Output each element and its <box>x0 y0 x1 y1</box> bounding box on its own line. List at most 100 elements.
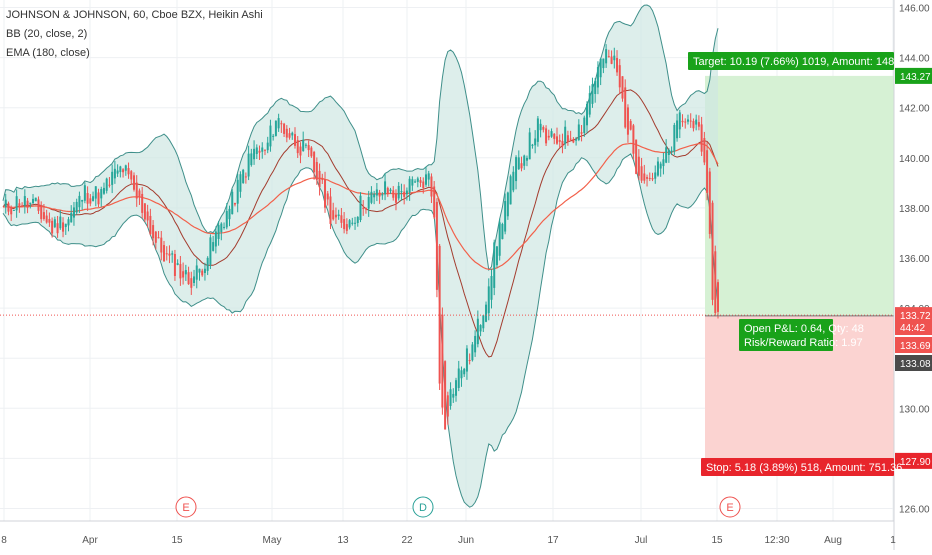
candle-body <box>430 176 433 197</box>
candle-body <box>364 207 367 210</box>
candle-body <box>122 169 125 173</box>
candle-body <box>482 315 485 329</box>
candle-body <box>528 132 531 160</box>
time-axis-tick: 12:30 <box>764 535 789 546</box>
event-marker-label: E <box>726 502 733 514</box>
candle-body <box>389 189 392 192</box>
candle-body <box>127 168 130 175</box>
candle-body <box>163 245 166 262</box>
candle-body <box>438 245 441 384</box>
candle-body <box>564 126 567 144</box>
candle-body <box>586 103 589 126</box>
candle-body <box>624 87 627 128</box>
candle-body <box>596 67 599 88</box>
candle-body <box>354 222 357 224</box>
candle-body <box>708 171 711 234</box>
time-axis-tick: Jul <box>635 535 648 546</box>
candle-body <box>403 191 406 197</box>
candle-body <box>313 151 316 173</box>
candle-body <box>233 202 236 205</box>
candle-body <box>203 268 206 274</box>
candle-body <box>184 270 187 275</box>
candle-body <box>635 139 638 174</box>
candle-body <box>594 80 597 95</box>
chart-title[interactable]: JOHNSON & JOHNSON, 60, Cboe BZX, Heikin … <box>6 9 263 21</box>
candle-body <box>684 121 687 123</box>
candle-body <box>182 271 185 278</box>
candle-body <box>171 253 174 255</box>
indicator-ema-label[interactable]: EMA (180, close) <box>6 47 90 59</box>
candle-body <box>665 147 668 163</box>
candle-body <box>154 231 157 243</box>
candle-body <box>157 237 160 239</box>
candle-body <box>547 135 550 138</box>
candle-body <box>591 84 594 104</box>
indicator-bb-label[interactable]: BB (20, close, 2) <box>6 28 88 40</box>
candle-body <box>602 58 605 69</box>
candle-body <box>340 215 343 223</box>
candle-body <box>670 150 673 153</box>
candle-body <box>613 55 616 61</box>
candle-body <box>534 138 537 146</box>
candle-body <box>81 199 84 202</box>
candle-body <box>263 149 266 151</box>
candle-body <box>539 123 542 131</box>
candle-body <box>700 124 703 152</box>
event-marker-dividend <box>412 496 434 518</box>
candle-body <box>588 93 591 115</box>
candle-body <box>168 253 171 256</box>
time-axis-tick: 13 <box>337 535 349 546</box>
candle-body <box>138 190 141 198</box>
candle-body <box>345 224 348 231</box>
candle-body <box>561 140 564 147</box>
candle-body <box>315 162 318 180</box>
candle-body <box>419 180 422 183</box>
candle-body <box>206 257 209 271</box>
stop-price-label: 127.90 <box>900 457 931 468</box>
candle-body <box>703 138 706 163</box>
candle-body <box>307 145 310 151</box>
candle-body <box>37 199 40 211</box>
candle-body <box>302 139 305 152</box>
candle-body <box>324 179 327 208</box>
event-marker-earnings <box>175 496 197 518</box>
candle-body <box>228 208 231 220</box>
price-axis-tick: 146.00 <box>899 4 930 15</box>
price-axis-tick: 142.00 <box>899 104 930 115</box>
candle-body <box>659 163 662 169</box>
candle-body <box>72 207 75 218</box>
candle-body <box>111 171 114 185</box>
entry-price-label-2: 133.08 <box>900 359 931 370</box>
price-axis-tick: 126.00 <box>899 504 930 515</box>
candle-body <box>607 56 610 58</box>
candle-body <box>512 171 515 191</box>
entry-price-label-bg <box>895 337 932 353</box>
candle-body <box>392 190 395 198</box>
candle-body <box>717 282 719 312</box>
candle-body <box>441 314 444 408</box>
candle-body <box>64 223 67 228</box>
candle-body <box>618 65 621 88</box>
candle-body <box>397 185 400 199</box>
candle-body <box>258 150 261 153</box>
chart-legend: JOHNSON & JOHNSON, 60, Cboe BZX, Heikin … <box>6 6 263 63</box>
candle-body <box>132 175 135 190</box>
candle-body <box>242 169 245 184</box>
target-zone <box>705 75 894 316</box>
candle-body <box>695 119 698 125</box>
candle-body <box>400 191 403 193</box>
candle-body <box>381 194 384 196</box>
candle-body <box>45 215 48 223</box>
candle-body <box>59 216 62 229</box>
candle-body <box>424 174 427 185</box>
candle-body <box>351 222 354 224</box>
candle-body <box>56 223 59 234</box>
time-axis-tick: Jun <box>458 535 474 546</box>
candle-body <box>337 214 340 217</box>
candle-body <box>515 157 518 182</box>
candle-body <box>577 124 580 140</box>
candle-body <box>42 212 45 219</box>
candle-body <box>373 193 376 198</box>
